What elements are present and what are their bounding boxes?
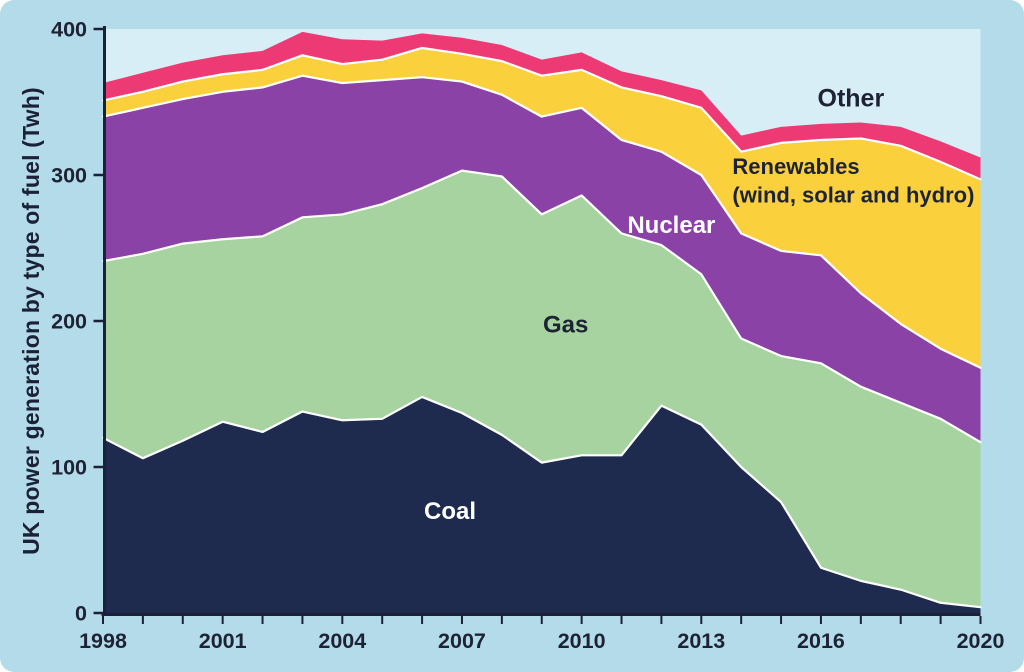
x-tick-label-2001: 2001	[199, 629, 247, 653]
area-gas	[103, 170, 981, 608]
boundary-gas	[101, 169, 982, 444]
x-tick-label-2013: 2013	[677, 629, 725, 653]
boundary-nuclear	[101, 74, 982, 369]
y-tick-label-100: 100	[51, 456, 87, 480]
label-renewables: Renewables (wind, solar and hydro)	[732, 154, 974, 208]
x-tick-label-2010: 2010	[558, 629, 606, 653]
x-tick-label-2004: 2004	[318, 629, 366, 653]
x-tick-label-1998: 1998	[79, 629, 127, 653]
x-tick-label-2020: 2020	[957, 629, 1005, 653]
label-coal: Coal	[424, 498, 476, 525]
label-other: Other	[818, 84, 885, 112]
area-nuclear	[103, 75, 981, 443]
y-tick-label-200: 200	[51, 310, 87, 334]
area-other	[103, 31, 981, 180]
x-tick-label-2016: 2016	[797, 629, 845, 653]
y-axis-title: UK power generation by type of fuel (Twh…	[18, 87, 44, 555]
y-tick-label-400: 400	[51, 18, 87, 42]
label-nuclear: Nuclear	[627, 212, 715, 239]
x-tick-label-2007: 2007	[438, 629, 486, 653]
y-tick-label-0: 0	[75, 602, 87, 626]
label-gas: Gas	[543, 311, 588, 338]
area-renewables	[103, 47, 981, 368]
area-coal	[103, 396, 981, 613]
y-tick-label-300: 300	[51, 164, 87, 188]
boundary-renewables	[101, 46, 982, 181]
boundary-coal	[101, 395, 982, 609]
